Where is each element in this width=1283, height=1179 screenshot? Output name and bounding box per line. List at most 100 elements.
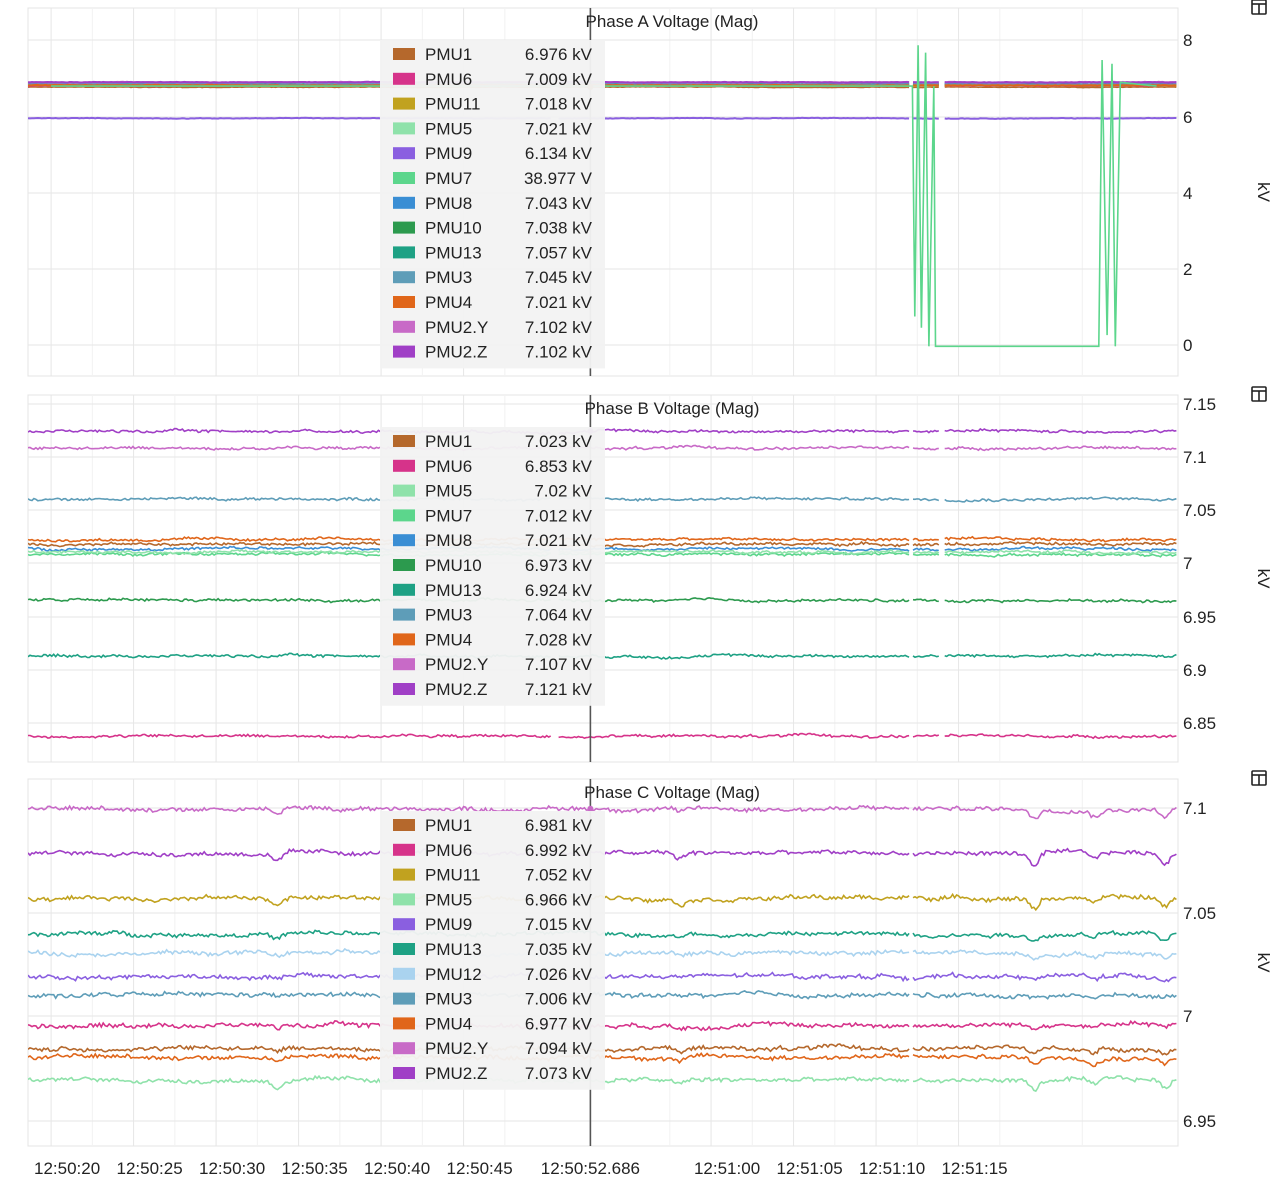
legend-name: PMU2.Z	[425, 343, 487, 362]
x-tick-label: 12:50:40	[364, 1159, 430, 1178]
legend-name: PMU2.Z	[425, 1064, 487, 1083]
legend-name: PMU4	[425, 1014, 472, 1033]
legend-item[interactable]: PMU3 7.045 kV	[393, 268, 593, 287]
legend-item[interactable]: PMU11 7.018 kV	[393, 95, 593, 114]
legend-item[interactable]: PMU1 6.981 kV	[393, 816, 593, 835]
legend-value: 7.035 kV	[525, 940, 593, 959]
legend-swatch	[393, 147, 415, 160]
legend-item[interactable]: PMU8 7.021 kV	[393, 531, 593, 550]
legend-value: 7.012 kV	[525, 506, 593, 525]
legend-name: PMU3	[425, 990, 472, 1009]
legend-name: PMU1	[425, 816, 472, 835]
legend-swatch	[393, 97, 415, 110]
legend-value: 7.02 kV	[534, 482, 592, 501]
legend-name: PMU3	[425, 268, 472, 287]
legend-swatch	[393, 1017, 415, 1030]
panel-title: Phase B Voltage (Mag)	[585, 399, 760, 418]
legend-swatch	[393, 943, 415, 955]
legend-value: 7.102 kV	[525, 343, 593, 362]
legend-item[interactable]: PMU8 7.043 kV	[393, 194, 593, 213]
legend-item[interactable]: PMU13 6.924 kV	[393, 581, 593, 600]
legend-item[interactable]: PMU1 6.976 kV	[393, 45, 593, 64]
legend-item[interactable]: PMU9 6.134 kV	[393, 144, 593, 163]
legend-item[interactable]: PMU4 7.021 kV	[393, 293, 593, 312]
legend-value: 6.966 kV	[525, 890, 593, 909]
legend-item[interactable]: PMU13 7.057 kV	[393, 243, 593, 262]
legend-item[interactable]: PMU6 6.853 kV	[393, 457, 593, 476]
y-tick-label: 7.1	[1183, 448, 1207, 467]
legend-name: PMU5	[425, 482, 472, 501]
legend-item[interactable]: PMU2.Z 7.073 kV	[393, 1064, 593, 1083]
legend-value: 7.121 kV	[525, 680, 593, 699]
legend-value: 7.052 kV	[525, 866, 593, 885]
series-line-PMU8	[28, 545, 1177, 552]
legend-item[interactable]: PMU10 6.973 kV	[393, 556, 593, 575]
legend-name: PMU11	[425, 866, 480, 885]
legend-name: PMU7	[425, 169, 472, 188]
series-line-PMU2.Y	[28, 444, 1177, 452]
legend-item[interactable]: PMU2.Z 7.121 kV	[393, 680, 593, 699]
legend-swatch	[393, 435, 415, 447]
legend-value: 7.045 kV	[525, 268, 593, 287]
legend-swatch	[393, 48, 415, 60]
series-group	[28, 427, 1177, 740]
legend-name: PMU13	[425, 940, 482, 959]
legend-item[interactable]: PMU13 7.035 kV	[393, 940, 593, 959]
legend-swatch	[393, 484, 415, 497]
legend-item[interactable]: PMU2.Y 7.102 kV	[393, 318, 593, 337]
legend-item[interactable]: PMU3 7.064 kV	[393, 606, 593, 625]
legend-swatch	[393, 633, 415, 646]
legend-name: PMU7	[425, 506, 472, 525]
legend-item[interactable]: PMU7 38.977 V	[393, 169, 593, 188]
legend-item[interactable]: PMU7 7.012 kV	[393, 506, 593, 525]
panel-toolbar-icon[interactable]	[1251, 0, 1267, 15]
phase-panel-0: 8 6 4 2 0 kV Phase A Voltage (Mag) PMU1 6.976 kV…	[27, 0, 1273, 377]
legend-item[interactable]: PMU2.Z 7.102 kV	[393, 343, 593, 362]
legend-item[interactable]: PMU5 7.02 kV	[393, 482, 593, 501]
legend-value: 7.028 kV	[525, 630, 593, 649]
legend-swatch	[393, 608, 415, 621]
panel-toolbar-icon[interactable]	[1251, 770, 1267, 786]
legend-swatch	[393, 918, 415, 931]
legend-item[interactable]: PMU12 7.026 kV	[393, 965, 593, 984]
legend-item[interactable]: PMU2.Y 7.094 kV	[393, 1039, 593, 1058]
legend-item[interactable]: PMU2.Y 7.107 kV	[393, 655, 593, 674]
y-tick-label: 7	[1183, 554, 1192, 573]
y-tick-label: 7.05	[1183, 501, 1216, 520]
legend-item[interactable]: PMU11 7.052 kV	[393, 866, 593, 885]
series-group	[28, 45, 1177, 348]
legend-item[interactable]: PMU4 7.028 kV	[393, 630, 593, 649]
legend-swatch	[393, 583, 415, 596]
legend-item[interactable]: PMU6 7.009 kV	[393, 70, 593, 89]
legend-item[interactable]: PMU6 6.992 kV	[393, 841, 593, 860]
legend-item[interactable]: PMU5 7.021 kV	[393, 119, 593, 138]
legend-value: 6.853 kV	[525, 457, 593, 476]
legend-item[interactable]: PMU4 6.977 kV	[393, 1014, 593, 1033]
legend-name: PMU9	[425, 144, 472, 163]
panel-toolbar-icon[interactable]	[1251, 386, 1267, 402]
legend-item[interactable]: PMU5 6.966 kV	[393, 890, 593, 909]
phase-panel-2: 7.1 7.05 7 6.95 kV Phase C Voltage (Mag) PMU1 6…	[27, 770, 1273, 1147]
y-tick-label: 6.95	[1183, 608, 1216, 627]
legend-swatch	[393, 72, 415, 85]
legend-name: PMU5	[425, 119, 472, 138]
legend-swatch	[393, 819, 415, 831]
legend-value: 7.107 kV	[525, 655, 593, 674]
legend-name: PMU8	[425, 531, 472, 550]
legend-swatch	[393, 868, 415, 881]
y-tick-label: 6	[1183, 108, 1192, 127]
legend-item[interactable]: PMU1 7.023 kV	[393, 432, 593, 451]
legend-name: PMU5	[425, 890, 472, 909]
legend-name: PMU1	[425, 45, 472, 64]
y-tick-label: 7.05	[1183, 904, 1216, 923]
legend-value: 7.094 kV	[525, 1039, 593, 1058]
legend-value: 6.981 kV	[525, 816, 593, 835]
legend-item[interactable]: PMU3 7.006 kV	[393, 990, 593, 1009]
legend-value: 7.038 kV	[525, 219, 593, 238]
x-tick-label: 12:51:15	[941, 1159, 1007, 1178]
legend-item[interactable]: PMU9 7.015 kV	[393, 915, 593, 934]
legend-name: PMU10	[425, 556, 482, 575]
series-line-PMU4	[28, 535, 1177, 543]
legend-item[interactable]: PMU10 7.038 kV	[393, 219, 593, 238]
legend-value: 7.021 kV	[525, 293, 593, 312]
